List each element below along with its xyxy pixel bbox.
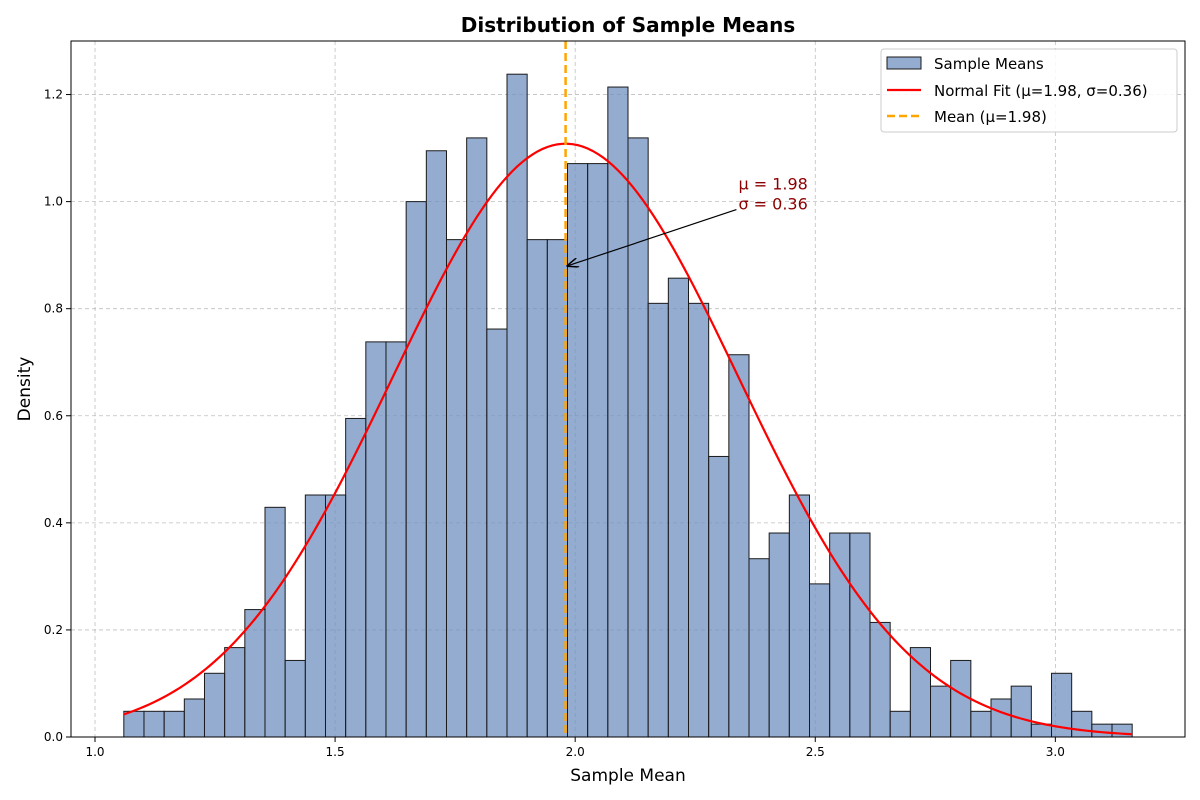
histogram-bar — [607, 86, 629, 738]
legend-label-sample-means: Sample Means — [934, 55, 1044, 73]
histogram-bar — [869, 621, 891, 738]
histogram-bar — [688, 302, 710, 738]
histogram-bar — [526, 239, 548, 738]
annotation-arrow — [568, 209, 737, 266]
y-axis-label: Density — [15, 357, 35, 422]
histogram-bar — [203, 672, 226, 738]
legend-label-normal-fit: Normal Fit (μ=1.98, σ=0.36) — [934, 82, 1148, 100]
histogram-bar — [909, 647, 932, 738]
histogram-bar — [788, 494, 811, 738]
histogram-bar — [405, 201, 427, 738]
x-tick-label: 2.5 — [806, 745, 825, 759]
histogram-bar — [950, 659, 972, 738]
histogram-bar — [425, 150, 447, 738]
histogram-bar — [1010, 685, 1032, 738]
normal-fit-curve — [123, 142, 1133, 736]
histogram-bars — [123, 73, 1133, 738]
x-tick-label: 2.0 — [566, 745, 585, 759]
histogram-bar — [667, 277, 690, 738]
y-tick-label: 0.4 — [44, 516, 63, 530]
histogram-bar — [163, 710, 185, 738]
histogram-bar — [587, 163, 609, 738]
histogram-bar — [990, 698, 1012, 738]
histogram-bar — [445, 239, 468, 738]
histogram-bar — [768, 532, 790, 738]
histogram-bar — [224, 647, 246, 738]
histogram-bar — [889, 710, 911, 738]
y-tick-label: 0.2 — [44, 623, 63, 637]
y-tick-label: 0.6 — [44, 409, 63, 423]
y-tick-label: 0.0 — [44, 730, 63, 744]
histogram-bar — [365, 341, 387, 738]
y-tick-label: 1.2 — [44, 88, 63, 102]
legend-box — [880, 48, 1178, 133]
histogram-bar — [264, 506, 286, 738]
histogram-bar — [809, 583, 831, 738]
histogram-bar — [385, 341, 407, 738]
histogram-bar — [566, 163, 589, 738]
histogram-bar — [728, 354, 750, 738]
histogram-bar — [708, 455, 730, 738]
x-axis-ticks: 1.0 1.5 2.0 2.5 3.0 — [85, 737, 1065, 759]
histogram-bar — [284, 659, 306, 738]
histogram-bar — [143, 710, 165, 738]
legend-label-mean: Mean (μ=1.98) — [934, 108, 1047, 126]
histogram-bar — [627, 137, 649, 738]
histogram-bar — [849, 532, 871, 738]
histogram-bar — [324, 494, 347, 738]
histogram-bar — [1071, 710, 1093, 738]
histogram-bar — [304, 494, 326, 738]
histogram-bar — [123, 710, 145, 738]
chart-title: Distribution of Sample Means — [461, 13, 796, 37]
histogram-bar — [748, 558, 770, 738]
x-tick-label: 1.5 — [326, 745, 345, 759]
y-tick-label: 0.8 — [44, 302, 63, 316]
histogram-bar — [970, 710, 992, 738]
x-axis-label: Sample Mean — [570, 766, 685, 786]
histogram-bar — [829, 532, 851, 738]
histogram-bar — [930, 685, 952, 738]
y-axis-ticks: 0.0 0.2 0.4 0.6 0.8 1.0 1.2 — [44, 88, 71, 744]
legend-swatch-sample-means — [886, 56, 922, 70]
histogram-bar — [647, 302, 669, 738]
histogram-bar — [486, 328, 508, 738]
x-tick-label: 3.0 — [1046, 745, 1065, 759]
annotation-mu: μ = 1.98 — [738, 175, 807, 194]
y-tick-label: 1.0 — [44, 195, 63, 209]
x-tick-label: 1.0 — [85, 745, 104, 759]
annotation-sigma: σ = 0.36 — [738, 195, 807, 214]
histogram-bar — [183, 698, 205, 738]
legend: Sample Means Normal Fit (μ=1.98, σ=0.36)… — [880, 48, 1178, 133]
plot-frame — [70, 40, 1186, 738]
